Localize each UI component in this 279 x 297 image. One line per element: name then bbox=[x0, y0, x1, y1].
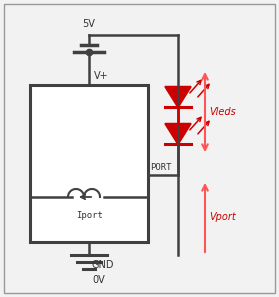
Text: 5V: 5V bbox=[83, 19, 95, 29]
Text: Vleds: Vleds bbox=[209, 107, 236, 117]
Text: V+: V+ bbox=[94, 71, 109, 81]
Polygon shape bbox=[165, 124, 191, 144]
Text: GND: GND bbox=[92, 260, 114, 270]
Text: Vport: Vport bbox=[209, 212, 236, 222]
Polygon shape bbox=[165, 87, 191, 108]
Text: PORT: PORT bbox=[150, 163, 172, 172]
Bar bbox=[30, 85, 148, 242]
Text: Iport: Iport bbox=[76, 211, 103, 220]
Text: 0V: 0V bbox=[92, 275, 105, 285]
